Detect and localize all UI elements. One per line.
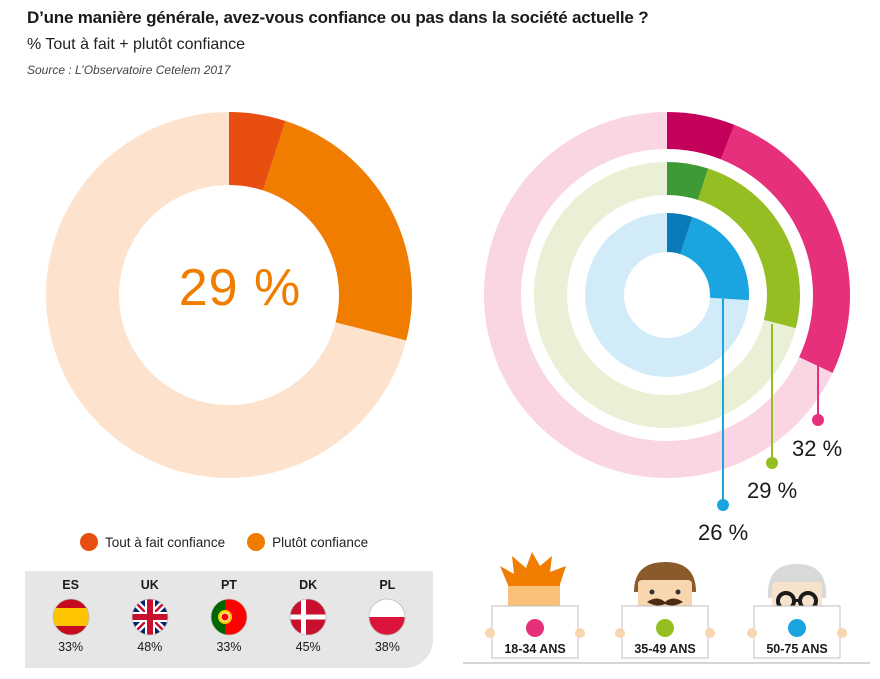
chart-subtitle: % Tout à fait + plutôt confiance — [27, 36, 246, 53]
percentage-leader-lines — [717, 298, 824, 511]
age-dot-2 — [788, 619, 806, 637]
age-label-35-49: 35-49 ANS — [634, 642, 696, 656]
ring-plutot-0 — [720, 124, 850, 373]
chart-legend: Tout à fait confiance Plutôt confiance — [80, 533, 368, 551]
age-dot-0 — [526, 619, 544, 637]
country-percentage: 33% — [58, 640, 84, 654]
legend-item-plutot: Plutôt confiance — [247, 533, 368, 551]
age-dot-1 — [656, 619, 674, 637]
donut-slice-0 — [229, 112, 286, 191]
age-color-dots — [526, 619, 806, 637]
chart-title: D’une manière générale, avez-vous confia… — [27, 8, 649, 27]
legend-label: Tout à fait confiance — [105, 534, 226, 550]
leader-dot-2 — [717, 499, 729, 511]
ring-tout-a-fait-0 — [667, 112, 735, 160]
country-percentage: 45% — [295, 640, 321, 654]
country-code: PL — [379, 578, 396, 592]
sign-boards — [485, 605, 847, 659]
legend-swatch — [80, 533, 98, 551]
country-code: PT — [220, 578, 237, 592]
ring-tout-a-fait-2 — [667, 213, 693, 255]
overall-donut-chart — [45, 112, 413, 478]
country-percentage: 33% — [216, 640, 242, 654]
country-es: ES 33% — [35, 571, 107, 654]
mustache-man-icon — [634, 562, 696, 610]
legend-swatch — [247, 533, 266, 551]
overall-percentage-value: 29 % — [178, 259, 302, 317]
country-percentage: 38% — [374, 640, 400, 654]
denmark-flag-icon — [289, 598, 327, 636]
country-dk: DK 45% — [272, 571, 344, 654]
legend-label: Plutôt confiance — [272, 534, 369, 550]
leader-dot-0 — [812, 414, 824, 426]
country-uk: UK 48% — [114, 571, 186, 654]
ring-tout-a-fait-1 — [667, 162, 709, 200]
legend-item-tout-a-fait: Tout à fait confiance — [80, 533, 225, 551]
portugal-flag-icon — [210, 598, 248, 636]
age-35-49-percentage: 29 % — [747, 478, 798, 503]
country-pl: PL 38% — [351, 571, 423, 654]
age-concentric-donut-chart — [483, 112, 850, 479]
country-pt: PT 33% — [193, 571, 265, 654]
spain-flag-icon — [52, 598, 89, 636]
donut-slice-2 — [45, 112, 407, 478]
senior-glasses-icon — [767, 564, 827, 611]
ring-plutot-1 — [697, 168, 800, 329]
donut-slice-1 — [262, 120, 413, 341]
uk-flag-icon — [131, 598, 169, 636]
poland-flag-icon — [368, 598, 406, 636]
leader-dot-1 — [766, 457, 778, 469]
young-person-icon — [500, 552, 566, 608]
age-50-75-percentage: 26 % — [698, 520, 749, 545]
chart-source: Source : L’Observatoire Cetelem 2017 — [27, 63, 231, 77]
ring-plutot-2 — [680, 217, 749, 301]
age-label-50-75: 50-75 ANS — [766, 642, 828, 656]
country-comparison-panel: ES 33% UK 48% PT — [25, 571, 433, 668]
age-18-34-percentage: 32 % — [792, 436, 843, 461]
country-code: ES — [62, 578, 79, 592]
country-code: UK — [140, 578, 159, 592]
country-percentage: 48% — [137, 640, 163, 654]
country-code: DK — [299, 578, 318, 592]
age-label-18-34: 18-34 ANS — [504, 642, 566, 656]
